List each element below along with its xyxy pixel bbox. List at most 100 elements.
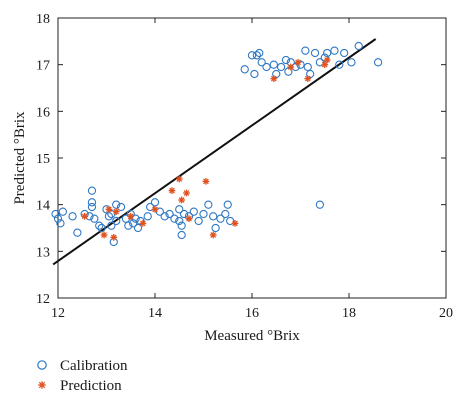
calibration-point <box>131 214 140 223</box>
y-tick-label: 16 <box>36 105 50 120</box>
legend: Calibration Prediction <box>37 358 128 394</box>
y-axis-label: Predicted °Brix <box>12 111 28 205</box>
calibration-point <box>310 48 320 58</box>
calibration-point <box>250 69 259 79</box>
calibration-point <box>124 221 133 230</box>
y-tick-label: 13 <box>36 245 50 260</box>
legend-item-prediction: Prediction <box>38 378 122 394</box>
calibration-point <box>306 69 315 79</box>
x-tick-label: 12 <box>51 306 65 321</box>
prediction-point <box>304 75 312 83</box>
prediction-point <box>151 205 159 213</box>
calibration-point <box>160 212 169 221</box>
calibration-point <box>53 214 63 223</box>
prediction-point <box>185 215 193 223</box>
calibration-point <box>112 216 121 226</box>
calibration-point <box>347 58 356 67</box>
calibration-point <box>330 46 339 55</box>
calibration-point <box>216 214 225 223</box>
y-tick-label: 15 <box>36 152 50 167</box>
calibration-point <box>116 202 126 212</box>
legend-item-calibration: Calibration <box>37 358 128 374</box>
calibration-point <box>269 60 278 69</box>
calibration-point <box>226 216 235 226</box>
y-tick-label: 17 <box>36 59 50 74</box>
calibration-point <box>175 205 184 214</box>
calibration-point <box>315 58 325 67</box>
data-points <box>51 41 383 247</box>
prediction-point <box>270 75 278 83</box>
calibration-point <box>339 48 349 58</box>
prediction-marker-icon <box>38 381 46 389</box>
calibration-point <box>175 216 184 226</box>
calibration-point <box>252 51 261 60</box>
prediction-point <box>178 196 186 204</box>
calibration-point <box>133 223 143 233</box>
calibration-point <box>87 202 97 212</box>
calibration-point <box>58 207 67 216</box>
prediction-point <box>183 189 190 197</box>
prediction-point <box>139 219 147 227</box>
calibration-point <box>315 200 325 209</box>
calibration-point <box>204 200 213 209</box>
calibration-point <box>354 41 363 51</box>
y-axis: 12 13 14 15 16 17 18 <box>36 12 446 307</box>
calibration-point <box>257 58 266 67</box>
y-tick-label: 14 <box>36 199 50 214</box>
prediction-point <box>202 177 210 185</box>
calibration-point <box>155 207 164 216</box>
calibration-point <box>189 207 198 216</box>
y-tick-label: 12 <box>36 292 50 307</box>
calibration-point <box>143 212 152 221</box>
prediction-point <box>168 187 176 195</box>
x-tick-label: 18 <box>342 306 356 321</box>
prediction-point <box>231 219 239 227</box>
legend-label-prediction: Prediction <box>60 378 122 394</box>
calibration-point <box>165 209 174 219</box>
prediction-point <box>127 212 135 220</box>
calibration-point <box>301 46 310 55</box>
x-tick-label: 16 <box>245 306 259 321</box>
calibration-point <box>211 223 220 233</box>
prediction-point <box>100 231 108 239</box>
calibration-point <box>281 55 291 65</box>
series-calibration <box>51 41 383 247</box>
calibration-point <box>284 67 293 76</box>
prediction-point <box>287 63 295 71</box>
calibration-point <box>87 186 97 195</box>
calibration-point <box>335 60 344 69</box>
plot-frame <box>57 17 447 299</box>
calibration-marker-icon <box>37 360 47 370</box>
calibration-point <box>68 212 77 221</box>
calibration-point <box>221 209 230 219</box>
calibration-point <box>87 198 97 207</box>
y-tick-label: 18 <box>36 12 50 27</box>
prediction-point <box>209 231 217 239</box>
calibration-point <box>223 200 232 209</box>
calibration-point <box>296 60 305 69</box>
x-tick-label: 20 <box>439 306 453 321</box>
calibration-point <box>255 48 264 58</box>
calibration-point <box>73 228 82 237</box>
calibration-point <box>97 223 106 233</box>
x-tick-label: 14 <box>148 306 162 321</box>
calibration-point <box>177 230 186 240</box>
calibration-point <box>199 209 208 219</box>
prediction-point <box>294 58 302 66</box>
calibration-point <box>121 214 131 223</box>
calibration-point <box>150 198 160 207</box>
prediction-asterisk <box>38 381 46 389</box>
calibration-point <box>272 69 281 79</box>
calibration-point <box>56 219 65 228</box>
calibration-point <box>209 212 218 221</box>
calibration-point <box>179 209 189 219</box>
prediction-point <box>110 233 118 241</box>
plot-area: 12 13 14 15 16 17 18 12 14 16 18 20 <box>36 12 453 321</box>
calibration-point <box>177 221 186 230</box>
calibration-point <box>51 209 60 219</box>
prediction-point <box>81 212 89 220</box>
calibration-point <box>247 51 257 60</box>
calibration-point <box>303 62 312 72</box>
x-axis-label: Measured °Brix <box>204 328 300 344</box>
